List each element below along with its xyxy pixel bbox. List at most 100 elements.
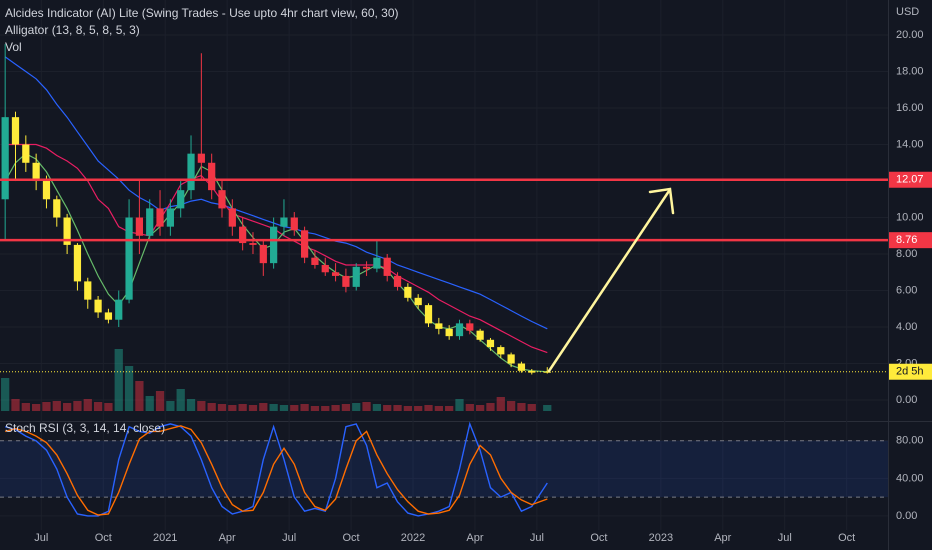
candle-body bbox=[22, 144, 30, 163]
candle-body bbox=[414, 297, 422, 306]
volume-bar bbox=[228, 405, 237, 411]
legend-entry: Alligator (13, 8, 5, 8, 5, 3) bbox=[5, 23, 140, 37]
candle-body bbox=[53, 199, 61, 218]
volume-bar bbox=[114, 349, 123, 411]
volume-bar bbox=[166, 401, 175, 411]
currency-label: USD bbox=[896, 6, 919, 18]
candle-body bbox=[373, 257, 381, 269]
x-tick-label: Oct bbox=[590, 532, 607, 544]
volume-bar bbox=[217, 404, 227, 411]
x-tick-label: Jul bbox=[530, 532, 544, 544]
volume-bar bbox=[248, 405, 258, 411]
volume-bar bbox=[207, 403, 216, 411]
x-tick-label: Jul bbox=[282, 532, 296, 544]
volume-bar bbox=[155, 391, 165, 411]
y-tick-label: 18.00 bbox=[896, 65, 924, 77]
legend-entry: Alcides Indicator (AI) Lite (Swing Trade… bbox=[5, 6, 399, 20]
volume-bar bbox=[331, 405, 340, 411]
volume-bar bbox=[93, 402, 103, 411]
countdown-label: 2d 5h bbox=[896, 366, 924, 378]
candle-body bbox=[445, 328, 453, 337]
volume-bar bbox=[372, 404, 382, 411]
candle-body bbox=[543, 371, 551, 373]
candle-body bbox=[104, 312, 113, 320]
candle-body bbox=[197, 153, 205, 163]
volume-bar bbox=[424, 405, 433, 411]
volume-bar bbox=[52, 401, 61, 411]
volume-bar bbox=[135, 381, 144, 411]
candle-body bbox=[63, 217, 71, 245]
volume-bar bbox=[176, 389, 185, 411]
volume-bar bbox=[197, 401, 206, 411]
volume-bar bbox=[321, 406, 330, 411]
volume-bar bbox=[1, 378, 10, 411]
candle-body bbox=[32, 162, 40, 182]
volume-bar bbox=[124, 366, 134, 411]
y-tick-label: 0.00 bbox=[896, 510, 917, 522]
x-tick-label: Oct bbox=[343, 532, 360, 544]
x-tick-label: Jul bbox=[34, 532, 48, 544]
candle-body bbox=[352, 266, 360, 287]
candle-body bbox=[249, 243, 257, 245]
arrow-shaft bbox=[547, 189, 671, 373]
countdown-box bbox=[889, 363, 932, 380]
stoch-line bbox=[5, 425, 548, 516]
volume-bar bbox=[352, 403, 361, 411]
y-tick-label: 80.00 bbox=[896, 435, 924, 447]
candle-body bbox=[404, 286, 412, 298]
volume-bar bbox=[32, 404, 41, 411]
candle-body bbox=[321, 264, 329, 273]
candle-body bbox=[166, 208, 174, 227]
candle-body bbox=[84, 281, 92, 300]
candle-body bbox=[259, 244, 267, 264]
candle-body bbox=[497, 347, 505, 355]
volume-bar bbox=[259, 403, 268, 411]
volume-bar bbox=[145, 396, 154, 411]
x-tick-label: 2021 bbox=[153, 532, 177, 544]
stoch-line bbox=[5, 421, 548, 517]
candle-body bbox=[94, 299, 102, 313]
candle-body bbox=[177, 190, 185, 209]
candle-body bbox=[486, 339, 495, 348]
volume-bar bbox=[506, 401, 516, 411]
volume-bar bbox=[383, 405, 392, 411]
candle-body bbox=[517, 363, 526, 371]
candle-body bbox=[466, 323, 474, 331]
x-tick-label: Apr bbox=[466, 532, 483, 544]
candle-body bbox=[228, 208, 236, 227]
volume-bar bbox=[42, 402, 51, 411]
candle-body bbox=[393, 275, 402, 287]
level-label-box bbox=[889, 171, 932, 188]
candle-body bbox=[73, 244, 82, 282]
y-tick-label: 8.00 bbox=[896, 248, 917, 260]
volume-bar bbox=[362, 402, 371, 411]
panel-title: Stoch RSI (3, 3, 14, 14, close) bbox=[5, 421, 165, 435]
volume-bar bbox=[83, 399, 92, 411]
y-tick-label: 40.00 bbox=[896, 472, 924, 484]
volume-bar bbox=[434, 406, 443, 411]
volume-bar bbox=[11, 399, 20, 411]
candle-body bbox=[435, 323, 443, 329]
projection-arrow bbox=[547, 187, 675, 373]
volume-bar bbox=[21, 403, 30, 411]
x-tick-label: Oct bbox=[95, 532, 112, 544]
volume-bar bbox=[186, 399, 196, 411]
volume-bar bbox=[465, 404, 474, 411]
volume-bar bbox=[393, 405, 402, 411]
volume-bar bbox=[300, 404, 309, 411]
arrow-head bbox=[648, 187, 675, 215]
y-tick-label: 4.00 bbox=[896, 321, 917, 333]
candle-body bbox=[1, 117, 9, 200]
x-tick-label: 2022 bbox=[401, 532, 425, 544]
candle-body bbox=[424, 305, 433, 324]
candle-body bbox=[270, 226, 278, 264]
y-tick-label: 16.00 bbox=[896, 102, 924, 114]
candle-body bbox=[455, 323, 464, 337]
volume-bar bbox=[486, 403, 495, 411]
volume-bar bbox=[310, 406, 320, 411]
candle-body bbox=[507, 354, 515, 364]
x-tick-label: Apr bbox=[219, 532, 236, 544]
candle-body bbox=[300, 230, 309, 258]
